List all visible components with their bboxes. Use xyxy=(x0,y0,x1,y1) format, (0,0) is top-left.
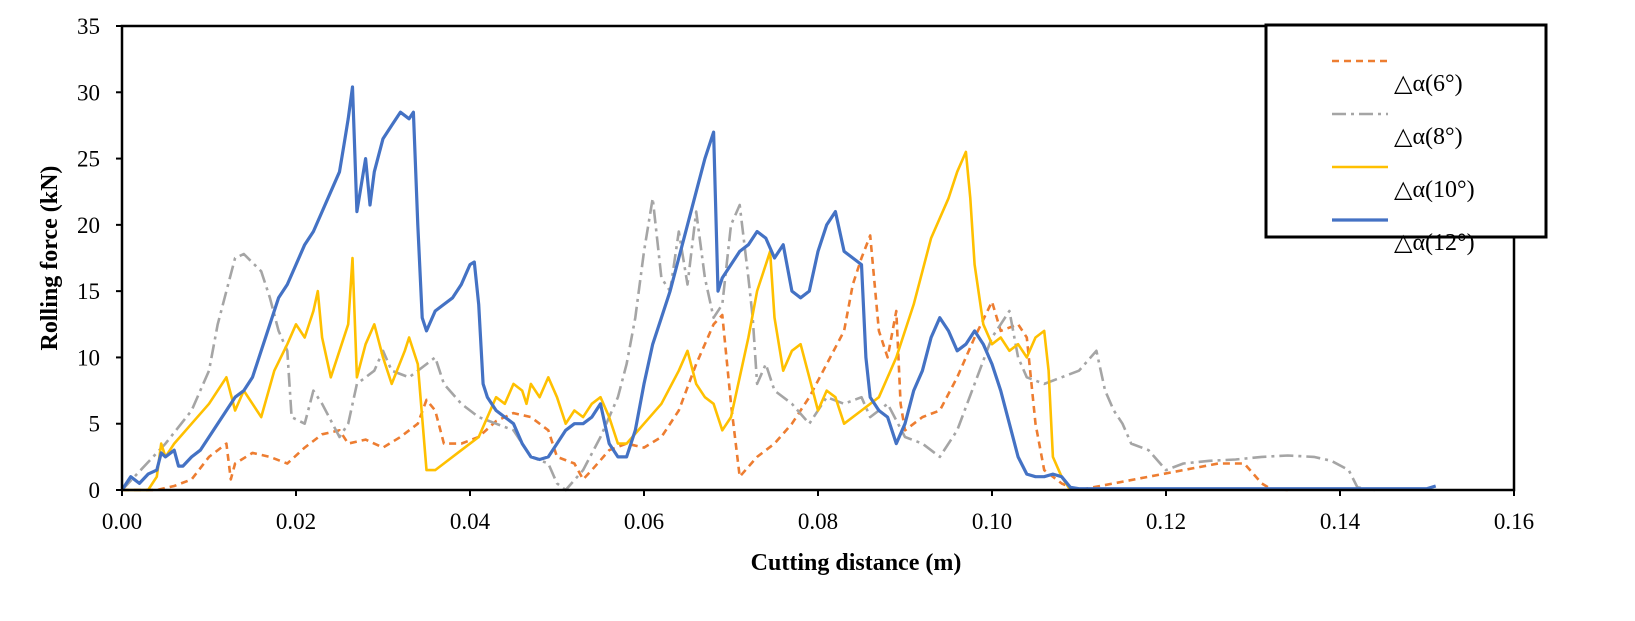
x-tick-label: 0.12 xyxy=(1146,509,1186,534)
y-axis-ticks: 0 5 10 15 20 25 30 35 xyxy=(77,14,122,503)
y-tick-label: 15 xyxy=(77,279,100,304)
series-layer xyxy=(120,85,1437,492)
legend: △α(6°) △α(8°) △α(10°) △α(12°) xyxy=(1264,23,1548,256)
y-tick-label: 0 xyxy=(89,478,101,503)
x-tick-label: 0.06 xyxy=(624,509,664,534)
y-axis-title: Rolling force (kN) xyxy=(37,166,63,351)
x-tick-label: 0.14 xyxy=(1320,509,1361,534)
series-line-2 xyxy=(121,197,1375,492)
series-line-4 xyxy=(120,85,1437,491)
legend-items: △α(6°) △α(8°) △α(10°) △α(12°) xyxy=(1332,59,1475,256)
x-tick-label: 0.04 xyxy=(450,509,491,534)
x-tick-label: 0.00 xyxy=(102,509,142,534)
x-axis-ticks: 0.00 0.02 0.04 0.06 0.08 0.10 0.12 0.14 0.16 xyxy=(102,490,1534,534)
legend-label: △α(10°) xyxy=(1394,177,1475,203)
y-tick-label: 25 xyxy=(77,147,100,172)
y-tick-label: 10 xyxy=(77,345,100,370)
x-tick-label: 0.02 xyxy=(276,509,316,534)
x-tick-label: 0.16 xyxy=(1494,509,1534,534)
y-tick-label: 30 xyxy=(77,80,100,105)
x-axis-title: Cutting distance (m) xyxy=(751,550,962,576)
legend-label: △α(6°) xyxy=(1394,71,1463,97)
legend-box xyxy=(1264,23,1548,239)
x-tick-label: 0.10 xyxy=(972,509,1012,534)
y-tick-label: 20 xyxy=(77,213,100,238)
series-line-3 xyxy=(122,150,1072,492)
y-tick-label: 35 xyxy=(77,14,100,39)
x-tick-label: 0.08 xyxy=(798,509,838,534)
series-line-1 xyxy=(122,234,1288,492)
legend-label: △α(12°) xyxy=(1394,230,1475,256)
y-tick-label: 5 xyxy=(89,412,101,437)
legend-label: △α(8°) xyxy=(1394,124,1463,150)
